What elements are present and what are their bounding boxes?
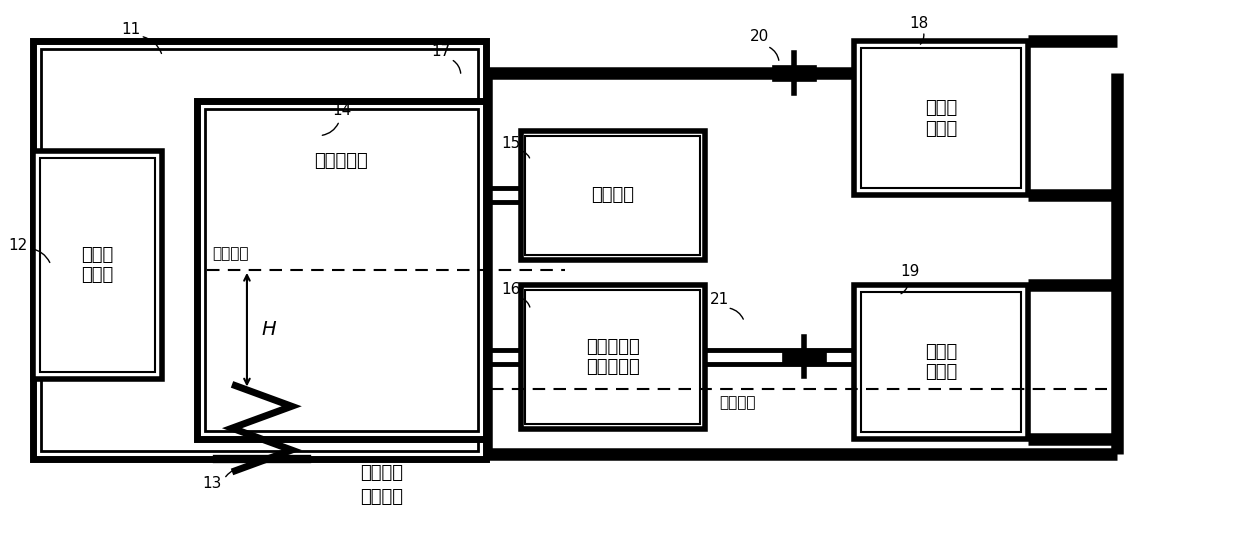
Text: 压力模块: 压力模块 bbox=[591, 187, 634, 204]
Text: 16: 16 bbox=[501, 282, 520, 297]
FancyArrowPatch shape bbox=[523, 299, 530, 307]
Bar bbox=[520, 285, 705, 429]
Bar bbox=[33, 41, 486, 459]
Text: 15: 15 bbox=[501, 136, 520, 151]
FancyArrowPatch shape bbox=[901, 285, 908, 294]
Bar bbox=[854, 41, 1028, 196]
Text: 液面位置: 液面位置 bbox=[212, 246, 249, 261]
FancyArrowPatch shape bbox=[921, 34, 924, 44]
Text: 溶解气体浓
度测量模块: 溶解气体浓 度测量模块 bbox=[586, 338, 639, 376]
Text: 17: 17 bbox=[431, 43, 451, 58]
Text: 水槽高度
调整模块: 水槽高度 调整模块 bbox=[359, 464, 403, 505]
Bar bbox=[197, 101, 486, 439]
Text: 18: 18 bbox=[909, 16, 928, 31]
FancyArrowPatch shape bbox=[730, 308, 743, 319]
FancyArrowPatch shape bbox=[769, 47, 779, 61]
Text: 气体循
环模块: 气体循 环模块 bbox=[82, 245, 114, 285]
Bar bbox=[861, 292, 1021, 432]
Bar bbox=[525, 290, 700, 424]
Text: 样品位置: 样品位置 bbox=[720, 395, 756, 410]
Bar bbox=[40, 158, 155, 373]
FancyArrowPatch shape bbox=[322, 123, 338, 135]
Bar bbox=[854, 285, 1028, 439]
Text: 13: 13 bbox=[202, 477, 222, 492]
Text: 14: 14 bbox=[332, 103, 351, 118]
Bar bbox=[206, 109, 478, 431]
Text: 21: 21 bbox=[710, 292, 729, 307]
FancyArrowPatch shape bbox=[523, 152, 529, 158]
Text: 封闭蓄水槽: 封闭蓄水槽 bbox=[315, 152, 368, 169]
Text: 19: 19 bbox=[901, 264, 921, 279]
Text: 实验观
察模块: 实验观 察模块 bbox=[924, 343, 957, 382]
Bar bbox=[525, 136, 700, 255]
Text: H: H bbox=[261, 320, 276, 339]
Text: 液体循
环模块: 液体循 环模块 bbox=[924, 99, 957, 138]
Text: 12: 12 bbox=[9, 237, 27, 252]
FancyArrowPatch shape bbox=[225, 467, 247, 477]
Bar bbox=[861, 48, 1021, 189]
Text: 20: 20 bbox=[750, 29, 769, 44]
Bar bbox=[520, 131, 705, 260]
FancyArrowPatch shape bbox=[144, 37, 161, 54]
FancyArrowPatch shape bbox=[31, 249, 50, 263]
Bar bbox=[33, 151, 162, 379]
Text: 11: 11 bbox=[121, 22, 140, 37]
FancyArrowPatch shape bbox=[453, 61, 461, 73]
Bar bbox=[41, 49, 478, 451]
